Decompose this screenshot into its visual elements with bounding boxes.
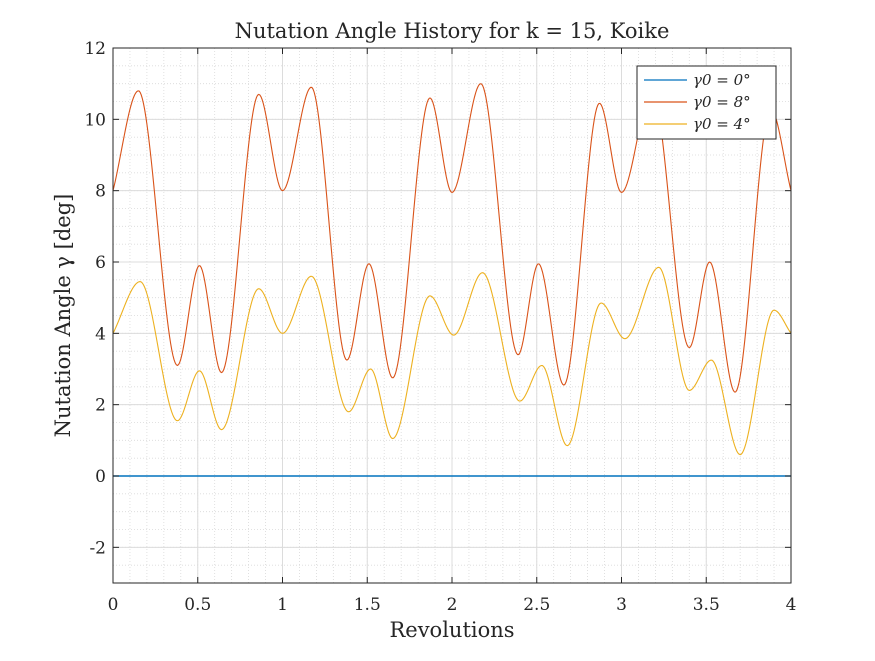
x-tick-label: 1 bbox=[277, 595, 288, 615]
y-tick-labels: -2 0 2 4 6 8 10 12 bbox=[84, 39, 106, 558]
x-tick-label: 3 bbox=[616, 595, 627, 615]
x-tick-label: 2 bbox=[447, 595, 458, 615]
legend-label-2: γ0 = 4° bbox=[693, 115, 751, 133]
x-tick-label: 2.5 bbox=[523, 595, 550, 615]
series-layer bbox=[112, 83, 792, 477]
chart-title: Nutation Angle History for k = 15, Koike bbox=[235, 19, 670, 43]
y-tick-label: 0 bbox=[95, 467, 106, 487]
y-tick-label: 8 bbox=[95, 182, 106, 202]
series-line-2 bbox=[112, 266, 792, 456]
y-tick-label: 6 bbox=[95, 253, 106, 273]
y-axis-label: Nutation Angle γ [deg] bbox=[51, 194, 75, 438]
y-tick-label: 2 bbox=[95, 396, 106, 416]
x-tick-label: 0 bbox=[108, 595, 119, 615]
tick-marks bbox=[112, 47, 792, 583]
legend: γ0 = 0° γ0 = 8° γ0 = 4° bbox=[636, 65, 777, 140]
y-tick-label: 10 bbox=[84, 110, 106, 130]
x-tick-label: 4 bbox=[786, 595, 797, 615]
x-tick-label: 1.5 bbox=[354, 595, 381, 615]
y-tick-label: 12 bbox=[84, 39, 106, 59]
x-axis-label: Revolutions bbox=[389, 618, 514, 642]
x-tick-label: 3.5 bbox=[693, 595, 720, 615]
x-tick-labels: 0 0.5 1 1.5 2 2.5 3 3.5 4 bbox=[108, 595, 797, 615]
series-line-1 bbox=[112, 83, 792, 393]
y-tick-label: -2 bbox=[89, 538, 106, 558]
y-tick-label: 4 bbox=[95, 324, 106, 344]
legend-label-0: γ0 = 0° bbox=[693, 71, 751, 89]
x-tick-label: 0.5 bbox=[184, 595, 211, 615]
legend-label-1: γ0 = 8° bbox=[693, 93, 751, 111]
